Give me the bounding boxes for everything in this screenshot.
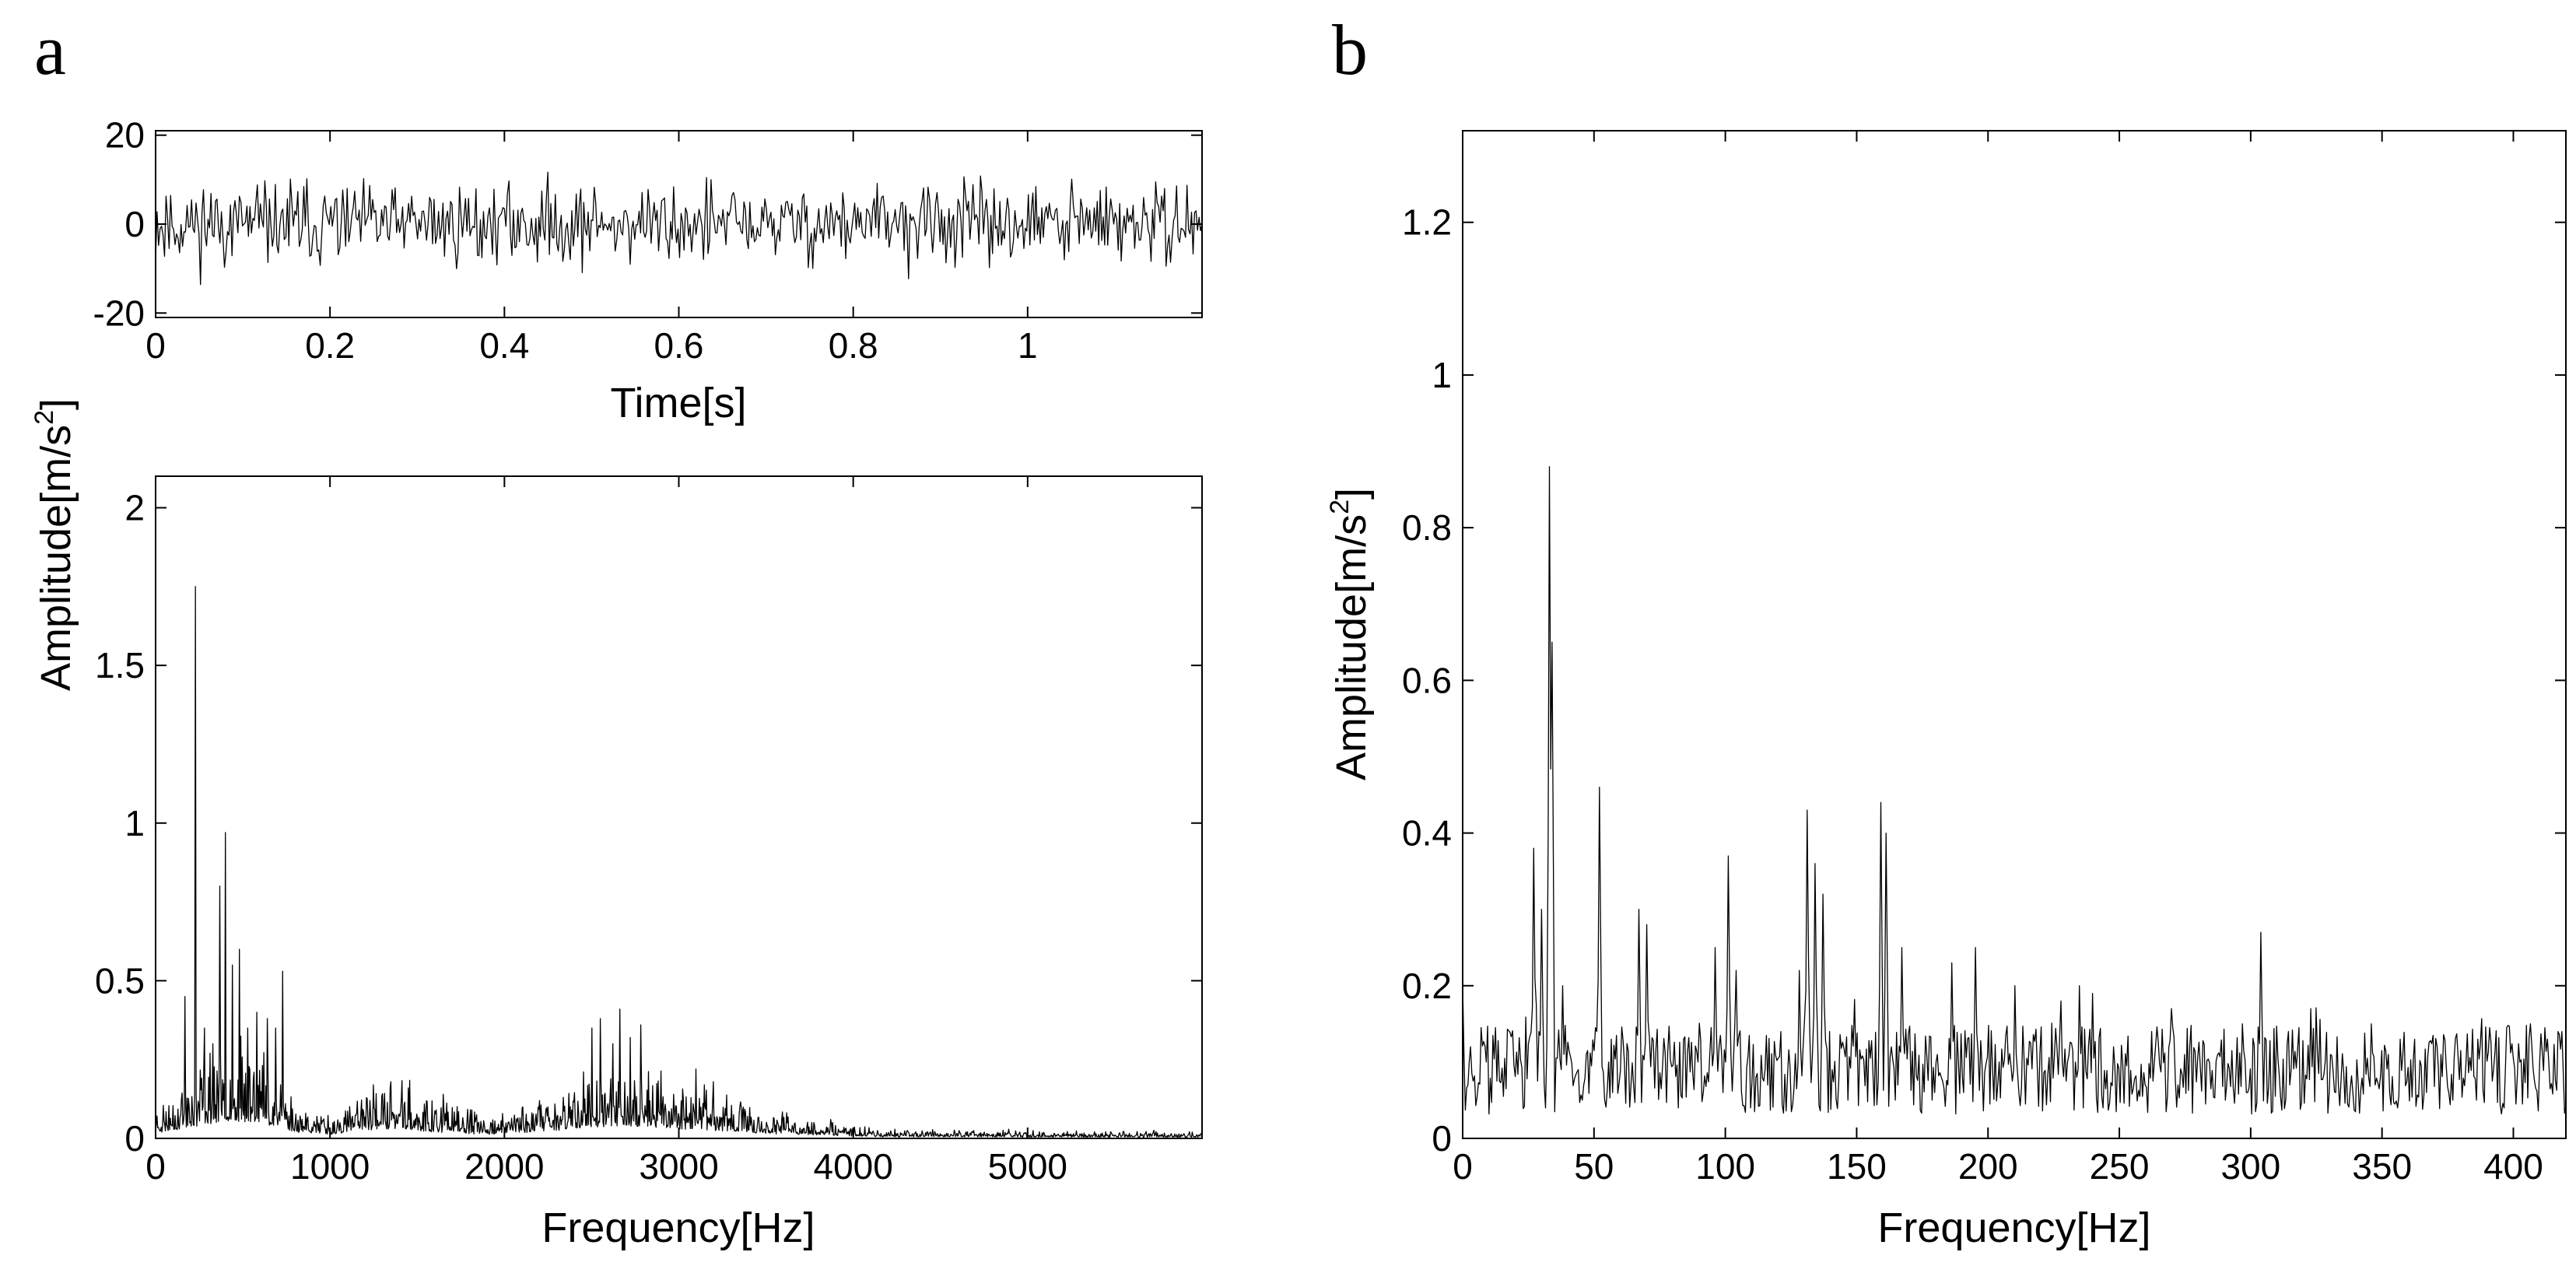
series-line xyxy=(1462,466,2567,1115)
spectrum-b-ylabel: Amplitude[m/s2] xyxy=(1325,488,1375,780)
y-tick-label: 0.5 xyxy=(95,960,145,1001)
y-tick-label: 0 xyxy=(124,204,145,244)
spectrum-b-yticks: 0 0.2 0.4 0.6 0.8 1 1.2 xyxy=(1402,202,2566,1159)
x-tick-label: 0.8 xyxy=(829,325,878,366)
x-tick-label: 0 xyxy=(1453,1146,1473,1187)
panel-letter-a: a xyxy=(34,10,66,89)
x-tick-label: 350 xyxy=(2352,1146,2412,1187)
y-tick-label: 0 xyxy=(124,1118,145,1159)
y-tick-label: 1.5 xyxy=(95,645,145,686)
spectrum-a-ylabel-sup: 2 xyxy=(30,410,59,425)
x-tick-label: 0 xyxy=(145,1146,166,1187)
x-tick-label: 4000 xyxy=(813,1146,892,1187)
series-line xyxy=(155,171,1203,286)
spectrum-a-yticks: 0 0.5 1 1.5 2 xyxy=(95,488,1202,1159)
x-tick-label: 2000 xyxy=(464,1146,544,1187)
y-tick-label: 0.6 xyxy=(1402,660,1452,700)
y-tick-label: 0.2 xyxy=(1402,966,1452,1006)
y-tick-label: 2 xyxy=(124,488,145,528)
y-tick-label: 0.8 xyxy=(1402,507,1452,548)
spectrum-a-trace xyxy=(155,586,1203,1138)
spectrum-b-ylabel-main: Amplitude[m/s xyxy=(1328,514,1375,780)
spectrum-b-xlabel: Frequency[Hz] xyxy=(1877,1205,2150,1251)
time-signal-yticks: -20 0 20 xyxy=(93,115,1202,333)
y-tick-label: 1.2 xyxy=(1402,202,1452,243)
x-tick-label: 200 xyxy=(1958,1146,2018,1187)
spectrum-a-xticks: 0 1000 2000 3000 4000 5000 xyxy=(145,476,1067,1187)
spectrum-a-xlabel: Frequency[Hz] xyxy=(541,1205,815,1251)
x-tick-label: 150 xyxy=(1827,1146,1887,1187)
spectrum-a-ylabel: Amplitude[m/s2] xyxy=(30,398,79,691)
spectrum-b-frame xyxy=(1462,130,2567,1139)
y-tick-label: 1 xyxy=(124,803,145,843)
y-tick-label: 0 xyxy=(1432,1118,1452,1159)
x-tick-label: 300 xyxy=(2220,1146,2280,1187)
spectrum-a-chart: 0 1000 2000 3000 4000 5000 0 0.5 1 1.5 2 Frequenc… xyxy=(30,398,1203,1251)
x-tick-label: 400 xyxy=(2483,1146,2543,1187)
x-tick-label: 3000 xyxy=(639,1146,718,1187)
time-signal-xlabel: Time[s] xyxy=(611,380,747,426)
spectrum-b-ylabel-suffix: ] xyxy=(1328,488,1375,500)
y-tick-label: 1 xyxy=(1432,355,1452,395)
panel-letter-b: b xyxy=(1332,10,1368,89)
x-tick-label: 1 xyxy=(1018,325,1038,366)
time-signal-frame xyxy=(155,130,1203,318)
x-tick-label: 1000 xyxy=(290,1146,370,1187)
y-tick-label: -20 xyxy=(93,293,145,333)
x-tick-label: 0.2 xyxy=(305,325,355,366)
spectrum-b-trace xyxy=(1462,466,2567,1115)
spectrum-a-ylabel-suffix: ] xyxy=(33,398,79,410)
y-tick-label: 20 xyxy=(105,115,145,156)
x-tick-label: 100 xyxy=(1695,1146,1755,1187)
spectrum-b-xticks: 0 50 100 150 200 250 300 350 400 xyxy=(1453,131,2543,1187)
x-tick-label: 250 xyxy=(2090,1146,2150,1187)
spectrum-a-ylabel-main: Amplitude[m/s xyxy=(33,425,79,691)
time-signal-xticks: 0 0.2 0.4 0.6 0.8 1 xyxy=(145,131,1038,366)
x-tick-label: 0 xyxy=(145,325,166,366)
series-line xyxy=(155,586,1203,1138)
x-tick-label: 5000 xyxy=(988,1146,1067,1187)
spectrum-a-frame xyxy=(155,475,1203,1139)
spectrum-b-chart: 0 50 100 150 200 250 300 350 400 0 0.2 0.4 0.6 0.8 1 1… xyxy=(1325,130,2567,1251)
y-tick-label: 0.4 xyxy=(1402,813,1452,854)
time-signal-trace xyxy=(155,171,1203,286)
x-tick-label: 0.4 xyxy=(479,325,529,366)
x-tick-label: 0.6 xyxy=(654,325,704,366)
spectrum-b-ylabel-sup: 2 xyxy=(1325,500,1355,514)
x-tick-label: 50 xyxy=(1574,1146,1614,1187)
